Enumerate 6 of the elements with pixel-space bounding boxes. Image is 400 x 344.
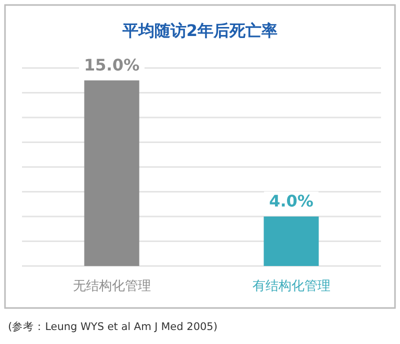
x-tick-label: 有结构化管理 xyxy=(252,279,330,294)
text: (参考：Leung WYS et al Am J Med 2005) xyxy=(8,320,218,333)
data-label: 15.0% xyxy=(84,55,140,74)
chart-title: 平均随访2年后死亡率 xyxy=(121,21,278,40)
data-label: 4.0% xyxy=(269,192,314,210)
x-tick-label: 无结构化管理 xyxy=(72,279,151,294)
